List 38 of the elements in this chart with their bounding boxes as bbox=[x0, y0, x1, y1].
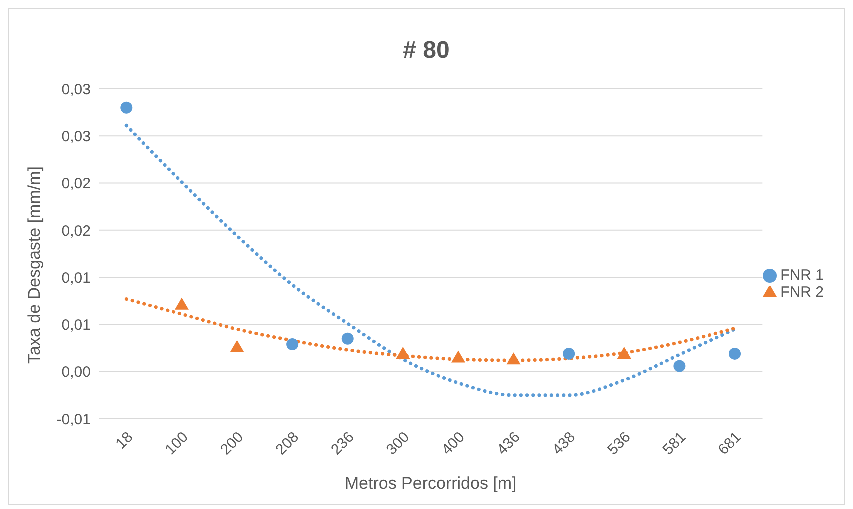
y-tick-label: 0,03 bbox=[62, 128, 91, 146]
x-tick-label: 400 bbox=[438, 428, 468, 459]
y-tick-label: 0,02 bbox=[62, 176, 91, 193]
point bbox=[342, 332, 354, 345]
x-tick-label: 18 bbox=[112, 428, 137, 453]
point bbox=[286, 338, 299, 351]
point bbox=[674, 360, 686, 372]
x-tick-label: 438 bbox=[549, 428, 579, 459]
y-tick-label: 0,03 bbox=[62, 81, 91, 98]
x-tick-label: 300 bbox=[383, 428, 414, 459]
legend-label: FNR 1 bbox=[780, 267, 824, 284]
chart-title: # 80 bbox=[402, 36, 451, 66]
x-tick-label: 581 bbox=[660, 428, 690, 459]
point bbox=[230, 340, 244, 352]
y-tick-label: 0,01 bbox=[62, 270, 91, 287]
x-tick-label: 436 bbox=[494, 428, 524, 459]
x-axis-title: Metros Percorridos [m] bbox=[344, 474, 517, 493]
y-axis-title: Taxa de Desgaste [mm/m] bbox=[25, 166, 44, 364]
point bbox=[120, 102, 133, 114]
y-tick-label: 0,01 bbox=[62, 317, 91, 334]
point bbox=[506, 352, 521, 365]
x-tick-label: 536 bbox=[604, 428, 634, 459]
y-tick-label: 0,02 bbox=[62, 222, 91, 240]
point bbox=[451, 350, 466, 363]
x-tick-label: 208 bbox=[272, 428, 302, 459]
line-series bbox=[124, 124, 737, 398]
x-tick-label: 236 bbox=[328, 428, 358, 459]
point bbox=[729, 348, 742, 360]
point bbox=[396, 346, 410, 359]
point bbox=[174, 298, 189, 310]
x-tick-label: 200 bbox=[217, 428, 248, 459]
point bbox=[563, 348, 576, 360]
point bbox=[617, 346, 632, 359]
x-tick-label: 681 bbox=[715, 428, 745, 459]
legend-label: FNR 2 bbox=[780, 284, 824, 301]
y-tick-label: -0,01 bbox=[56, 411, 91, 428]
x-tick-label: 100 bbox=[162, 428, 192, 459]
y-tick-label: 0,00 bbox=[62, 364, 91, 382]
